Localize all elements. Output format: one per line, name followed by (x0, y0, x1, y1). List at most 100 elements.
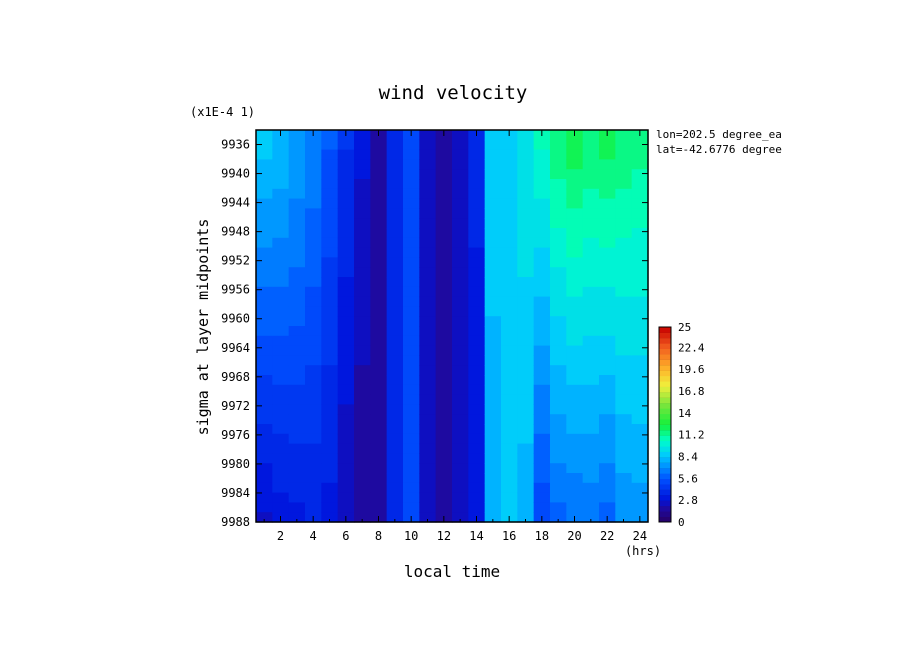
heatmap-cell (582, 228, 600, 239)
heatmap-cell (566, 208, 584, 219)
heatmap-cell (435, 169, 453, 180)
heatmap-cell (468, 149, 486, 160)
heatmap-cell (550, 257, 567, 268)
heatmap-cell (435, 286, 453, 298)
heatmap-cell (354, 198, 371, 209)
heatmap-cell (435, 218, 453, 229)
heatmap-cell (533, 492, 551, 503)
heatmap-cell (533, 365, 551, 376)
heatmap-cell (288, 296, 306, 307)
heatmap-cell (599, 228, 616, 239)
heatmap-cell (582, 384, 600, 396)
y-scale-note: (x1E-4 1) (190, 105, 255, 119)
heatmap-cell (288, 394, 306, 405)
heatmap-cell (566, 394, 584, 405)
heatmap-cell (386, 296, 404, 307)
heatmap-cell (631, 286, 649, 298)
heatmap-cell (337, 404, 355, 415)
heatmap-cell (354, 296, 371, 307)
heatmap-cell (599, 149, 616, 160)
heatmap-cell (582, 257, 600, 268)
heatmap-cell (435, 228, 453, 239)
heatmap-cell (386, 208, 404, 219)
y-tick-label: 9984 (221, 486, 250, 500)
heatmap-cell (599, 306, 616, 317)
heatmap-cell (256, 306, 273, 317)
heatmap-cell (337, 453, 355, 464)
heatmap-cell (403, 149, 420, 160)
heatmap-cell (631, 159, 649, 170)
heatmap-cell (272, 247, 290, 258)
heatmap-cell (386, 228, 404, 239)
heatmap-cell (435, 188, 453, 200)
heatmap-cell (550, 130, 567, 141)
heatmap-cell (435, 482, 453, 494)
heatmap-cell (533, 139, 551, 151)
heatmap-cell (517, 482, 535, 494)
heatmap-cell (631, 247, 649, 258)
heatmap-cell (468, 502, 486, 513)
heatmap-cell (468, 414, 486, 425)
heatmap-cell (550, 286, 567, 298)
heatmap-cell (599, 267, 616, 278)
heatmap-cell (484, 443, 502, 454)
colorbar-band (659, 478, 671, 485)
heatmap-cell (484, 394, 502, 405)
heatmap-cell (468, 277, 486, 288)
heatmap-cell (370, 218, 388, 229)
heatmap-cell (631, 179, 649, 190)
heatmap-cell (354, 316, 371, 327)
heatmap-cell (386, 326, 404, 337)
heatmap-cell (582, 443, 600, 454)
heatmap-cell (419, 414, 437, 425)
heatmap-cell (468, 218, 486, 229)
heatmap-cell (337, 218, 355, 229)
heatmap-cell (321, 247, 339, 258)
heatmap-cell (403, 257, 420, 268)
heatmap-cell (256, 208, 273, 219)
x-tick-label: 10 (404, 529, 418, 543)
heatmap-cell (501, 208, 518, 219)
heatmap-cell (517, 130, 535, 141)
heatmap-cell (501, 492, 518, 503)
heatmap-cell (337, 473, 355, 484)
heatmap-cell (435, 149, 453, 160)
heatmap-cell (582, 130, 600, 141)
heatmap-cell (484, 365, 502, 376)
heatmap-cell (484, 296, 502, 307)
heatmap-cell (468, 482, 486, 494)
heatmap-cell (533, 208, 551, 219)
heatmap-cell (256, 453, 273, 464)
heatmap-cell (354, 139, 371, 151)
heatmap-cell (533, 316, 551, 327)
heatmap-cell (582, 198, 600, 209)
heatmap-cell (550, 139, 567, 151)
heatmap-cell (321, 433, 339, 445)
heatmap-cell (305, 365, 322, 376)
heatmap-cell (517, 424, 535, 435)
colorbar-band (659, 467, 671, 474)
heatmap-cell (550, 384, 567, 396)
heatmap-cell (615, 433, 633, 445)
heatmap-cell (288, 277, 306, 288)
heatmap-cell (615, 335, 633, 347)
heatmap-cell (501, 404, 518, 415)
heatmap-cell (615, 188, 633, 200)
heatmap-cell (566, 257, 584, 268)
heatmap-cell (419, 404, 437, 415)
heatmap-cell (419, 149, 437, 160)
heatmap-cell (354, 463, 371, 474)
heatmap-cell (419, 198, 437, 209)
heatmap-cell (631, 188, 649, 200)
heatmap-cell (484, 247, 502, 258)
heatmap-cell (419, 228, 437, 239)
heatmap-cell (599, 433, 616, 445)
heatmap-cell (501, 463, 518, 474)
heatmap-cell (631, 306, 649, 317)
heatmap-cell (386, 179, 404, 190)
heatmap-cell (468, 159, 486, 170)
heatmap-cell (615, 296, 633, 307)
heatmap-cell (272, 473, 290, 484)
heatmap-cell (288, 179, 306, 190)
